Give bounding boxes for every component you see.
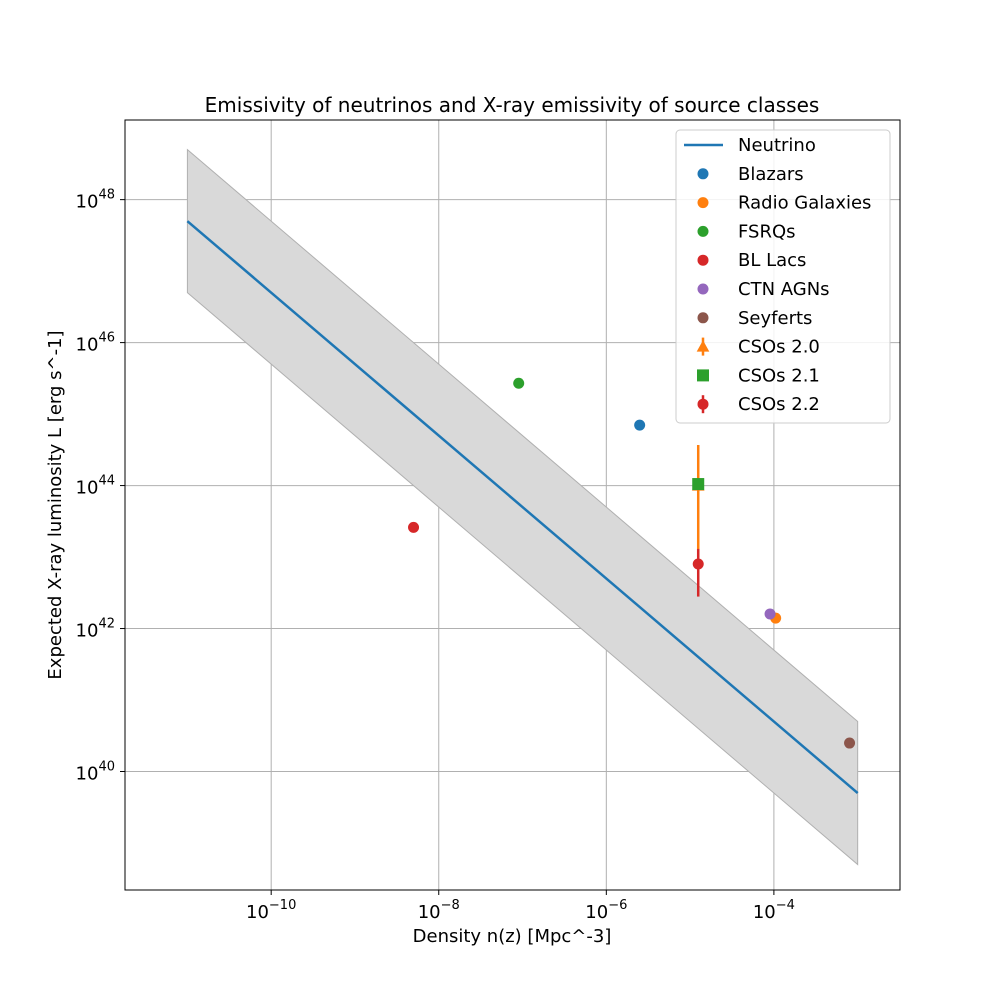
plot-frame (124, 119, 901, 891)
x-axis-label: Density n(z) [Mpc^-3] (413, 926, 612, 947)
legend-label: CSOs 2.0 (738, 337, 820, 358)
fsrqs-point (513, 377, 525, 389)
legend-entry-csos-2-0: CSOs 2.0 (696, 337, 820, 358)
bl-lacs-point (408, 521, 420, 533)
marker-layer (408, 377, 856, 749)
legend-entry-seyferts: Seyferts (697, 308, 812, 329)
legend-marker-swatch (697, 283, 709, 295)
legend-entry-csos-2-1: CSOs 2.1 (697, 365, 820, 386)
legend: Neutrino Blazars Radio Galaxies FSRQs BL Lac… (675, 129, 891, 424)
legend-marker-swatch (697, 225, 709, 237)
legend-entry-radio-galaxies: Radio Galaxies (697, 193, 871, 214)
seyferts-point (844, 737, 856, 749)
legend-box (675, 129, 891, 424)
legend-marker-swatch (696, 340, 710, 352)
legend-marker-swatch (697, 398, 709, 410)
y-axis-ticks: 1040 1042 1044 1046 1048 (76, 188, 125, 785)
x-tick-label: 10−6 (585, 898, 627, 923)
y-tick-label: 1046 (76, 331, 115, 356)
legend-marker-swatch (697, 168, 709, 180)
y-tick-label: 1040 (76, 760, 115, 785)
csos-2-2-point (692, 558, 704, 570)
chart-title: Emissivity of neutrinos and X-ray emissi… (205, 93, 820, 117)
legend-entry-neutrino: Neutrino (684, 135, 816, 156)
legend-label: BL Lacs (738, 250, 806, 271)
x-tick-label: 10−4 (753, 898, 795, 923)
csos-2-1-point (692, 478, 705, 491)
legend-label: CSOs 2.2 (738, 394, 820, 415)
legend-label: Blazars (738, 164, 804, 185)
legend-entry-fsrqs: FSRQs (697, 221, 796, 242)
legend-marker-swatch (697, 254, 709, 266)
legend-entry-csos-2-2: CSOs 2.2 (697, 394, 820, 415)
y-tick-label: 1044 (76, 474, 115, 499)
legend-entry-bl-lacs: BL Lacs (697, 250, 806, 271)
legend-entry-blazars: Blazars (697, 164, 804, 185)
legend-label: Seyferts (738, 308, 812, 329)
legend-label: Radio Galaxies (738, 193, 871, 214)
legend-label: CTN AGNs (738, 279, 830, 300)
x-tick-label: 10−10 (246, 898, 296, 923)
x-axis-ticks: 10−10 10−8 10−6 10−4 (246, 890, 795, 923)
x-tick-label: 10−8 (418, 898, 460, 923)
y-tick-label: 1048 (76, 188, 115, 213)
legend-label: FSRQs (738, 221, 796, 242)
y-tick-label: 1042 (76, 617, 115, 642)
legend-marker-swatch (697, 369, 709, 382)
legend-marker-swatch (697, 197, 709, 209)
blazars-point (634, 419, 646, 431)
line-layer (186, 220, 859, 794)
legend-entry-ctn-agns: CTN AGNs (697, 279, 830, 300)
legend-label: Neutrino (738, 135, 816, 156)
ctn-agns-point (764, 608, 776, 620)
legend-marker-swatch (697, 312, 709, 324)
neutrino-line (186, 220, 859, 794)
y-axis-label: Expected X-ray luminosity L [erg s^-1] (45, 330, 66, 679)
legend-label: CSOs 2.1 (738, 365, 820, 386)
